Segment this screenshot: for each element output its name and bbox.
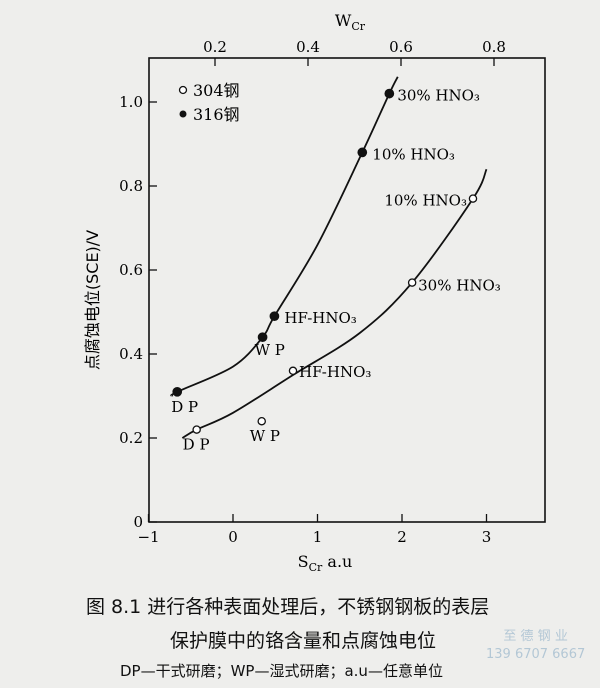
data-point (468, 194, 478, 203)
y-tick-label: 0.6 (119, 261, 143, 279)
watermark-name: 至 德 钢 业 (503, 629, 568, 644)
x-tick-label: 2 (397, 528, 407, 546)
data-label: D P (183, 436, 210, 454)
data-label: W P (255, 341, 285, 359)
legend: 304钢 316钢 (178, 81, 240, 124)
data-label: 10% HNO₃ (384, 192, 467, 210)
data-label: 30% HNO₃ (397, 87, 480, 105)
y-axis-label: 点腐蚀电位(SCE)/V (83, 230, 102, 370)
top-tick-label: 0.6 (389, 38, 413, 56)
legend-label-304: 304钢 (193, 81, 240, 100)
x-tick-label: −1 (137, 528, 159, 546)
x-tick-label: 1 (313, 528, 323, 546)
legend-marker-316 (179, 110, 187, 118)
plot-frame (148, 57, 546, 523)
series-1-curve (170, 76, 399, 397)
data-point (257, 332, 268, 343)
x-tick-label: 3 (482, 528, 492, 546)
data-point (288, 366, 298, 376)
data-point (257, 416, 266, 426)
data-point (192, 425, 201, 434)
legend-marker-304 (178, 85, 188, 95)
y-tick-label: 0.2 (119, 429, 143, 447)
data-point (172, 386, 183, 397)
data-point (269, 311, 280, 322)
figure-caption-line2: 保护膜中的铬含量和点腐蚀电位 (170, 630, 437, 652)
series-0-curve (181, 168, 488, 439)
figure-note: DP—干式研磨；WP—湿式研磨；a.u—任意单位 (120, 662, 443, 680)
data-point (407, 278, 417, 287)
y-tick-label: 0.4 (119, 345, 143, 363)
y-tick-label: 1.0 (119, 93, 143, 111)
data-label: 30% HNO₃ (418, 277, 501, 295)
y-tick-label: 0.8 (119, 177, 143, 195)
x-tick-label: 0 (228, 528, 238, 546)
data-point (357, 147, 368, 158)
data-label: D P (171, 398, 198, 416)
top-tick-label: 0.2 (203, 38, 227, 56)
watermark: 至 德 钢 业 139 6707 6667 (486, 628, 585, 664)
legend-label-316: 316钢 (193, 105, 240, 124)
data-label: 10% HNO₃ (372, 145, 455, 163)
y-tick-label: 0 (133, 513, 143, 531)
top-axis-label: WCr (335, 11, 366, 33)
figure-caption-line1: 图 8.1 进行各种表面处理后，不锈钢钢板的表层 (86, 596, 490, 618)
x-axis-label: SCr a.u (298, 552, 353, 574)
top-tick-label: 0.4 (296, 38, 320, 56)
data-label: HF-HNO₃ (284, 309, 356, 327)
data-label: W P (250, 427, 280, 445)
data-label: HF-HNO₃ (299, 363, 371, 381)
data-point (384, 88, 395, 99)
top-tick-label: 0.8 (482, 38, 506, 56)
watermark-phone: 139 6707 6667 (486, 647, 586, 662)
